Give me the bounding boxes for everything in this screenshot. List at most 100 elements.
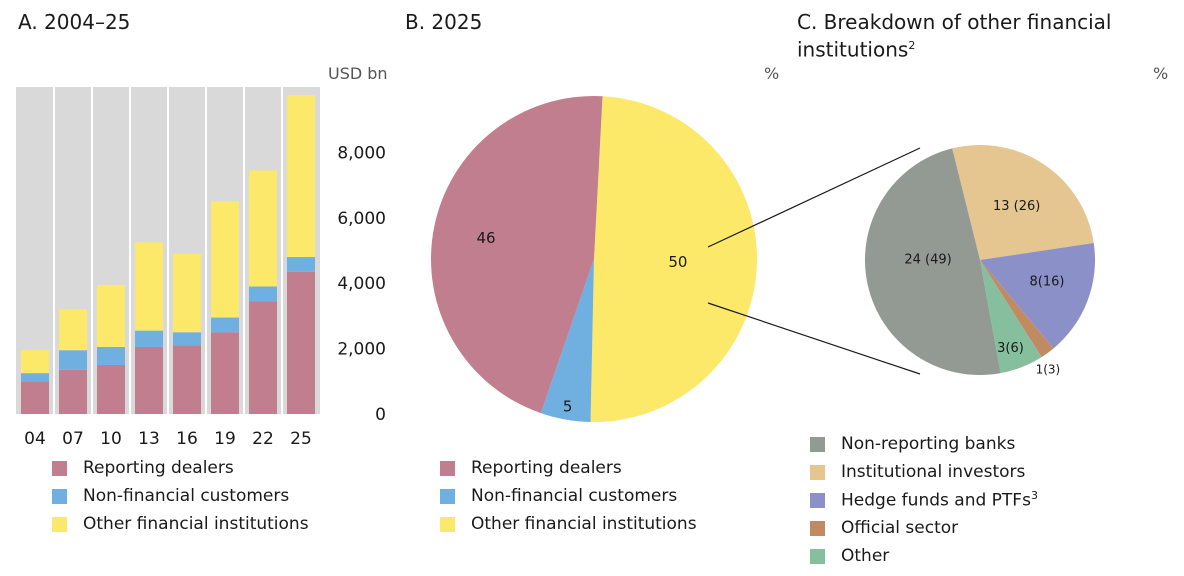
legend-swatch [52,460,67,476]
connector-line-top [707,147,921,248]
bar-segment-1 [135,346,163,414]
panel-c-title-line1: C. Breakdown of other financial [797,10,1112,34]
bar-segment-1 [21,381,49,414]
x-tick-label: 19 [214,429,236,449]
x-tick-label: 22 [252,429,274,449]
legend-item: Other financial institutions [440,510,697,538]
legend-swatch [810,464,825,480]
panel-b-legend: Reporting dealers Non-financial customers… [440,454,697,538]
x-tick-label: 07 [62,429,84,449]
pie-b-slice-2 [540,259,594,422]
legend-swatch [440,516,455,532]
y-tick-label: 0 [375,405,386,425]
panel-c-legend: Non-reporting banks Institutional investo… [810,430,1038,570]
panel-a-unit: USD bn [328,64,388,83]
legend-item: Reporting dealers [440,454,697,482]
bar-segment-1 [59,369,87,414]
panel-a-title: A. 2004–25 [18,10,131,34]
bar-segment-1 [287,271,315,414]
pie-b-slice-1 [590,96,758,423]
legend-swatch [52,516,67,532]
y-tick-label: 6,000 [337,209,386,229]
panel-c-title-line2: institutions2 [797,34,1112,62]
bar-segment-3 [59,309,87,351]
panel-a-legend: Reporting dealers Non-financial customers… [52,454,309,538]
legend-label: Official sector [841,518,959,538]
pie-c-label: 3(6) [997,341,1024,356]
legend-swatch [810,436,825,452]
pie-b-label: 50 [668,253,687,271]
pie-c-label: 8(16) [1029,274,1064,289]
bar-segment-2 [249,286,277,302]
panel-c-title-sup: 2 [908,39,916,52]
bar-segment-2 [211,317,239,333]
legend-swatch [810,492,825,508]
legend-label: Other [841,546,890,566]
bar-segment-1 [211,332,239,414]
pie-b-slice-3 [430,95,603,414]
legend-label: Other financial institutions [83,514,309,534]
bar-segment-2 [21,373,49,382]
y-tick-label: 8,000 [337,143,386,163]
x-tick-label: 04 [24,429,46,449]
legend-item: Hedge funds and PTFs3 [810,486,1038,514]
legend-label: Non-financial customers [471,486,678,506]
pie-c-label: 1(3) [1036,363,1061,377]
pie-c-slice-1 [952,144,1094,260]
pie-c-slice-2 [980,243,1095,349]
legend-label: Institutional investors [841,462,1026,482]
x-tick-label: 16 [176,429,198,449]
legend-label-sup: 3 [1030,489,1038,503]
bar-segment-1 [97,364,125,414]
x-tick-label: 13 [138,429,160,449]
legend-label: Reporting dealers [83,458,234,478]
pie-c-label: 13 (26) [993,199,1040,214]
panel-c-title: C. Breakdown of other financial institut… [797,10,1112,62]
y-tick-label: 4,000 [337,274,386,294]
legend-label: Non-reporting banks [841,434,1016,454]
legend-item: Official sector [810,514,1038,542]
y-tick-label: 2,000 [337,340,386,360]
pie-b-label: 5 [563,398,573,416]
pie-c-label: 24 (49) [904,252,951,267]
panel-b-unit: % [764,64,780,83]
legend-item: Non-financial customers [440,482,697,510]
legend-label: Hedge funds and PTFs3 [841,489,1038,511]
legend-label: Other financial institutions [471,514,697,534]
legend-item: Non-financial customers [52,482,309,510]
bar-segment-2 [135,330,163,347]
x-tick-label: 25 [290,429,312,449]
pie-c-slice-4 [980,260,1042,374]
legend-swatch [810,548,825,564]
legend-item: Other [810,542,1038,570]
x-tick-label: 10 [100,429,122,449]
pie-c-slice-3 [980,260,1054,358]
pie-c-slice-5 [864,148,1001,376]
bar-segment-3 [135,242,163,331]
bar-segment-3 [173,253,201,333]
bar-segment-3 [97,284,125,347]
bar-segment-3 [21,350,49,374]
legend-item: Other financial institutions [52,510,309,538]
bar-segment-3 [249,170,277,287]
legend-item: Non-reporting banks [810,430,1038,458]
legend-label: Reporting dealers [471,458,622,478]
bar-segment-2 [97,346,125,365]
legend-label: Non-financial customers [83,486,290,506]
legend-swatch [810,520,825,536]
bar-segment-3 [287,95,315,258]
legend-swatch [440,488,455,504]
bar-segment-1 [249,301,277,414]
bar-segment-2 [59,350,87,370]
bar-segment-2 [287,257,315,272]
bar-segment-3 [211,201,239,318]
connector-line-bottom [707,302,921,375]
panel-b-title: B. 2025 [405,10,483,34]
bar-segment-1 [173,345,201,414]
pie-b-label: 46 [476,229,495,247]
bar-segment-2 [173,332,201,346]
legend-swatch [52,488,67,504]
panel-c-title-line2-text: institutions [797,37,909,62]
legend-item: Reporting dealers [52,454,309,482]
